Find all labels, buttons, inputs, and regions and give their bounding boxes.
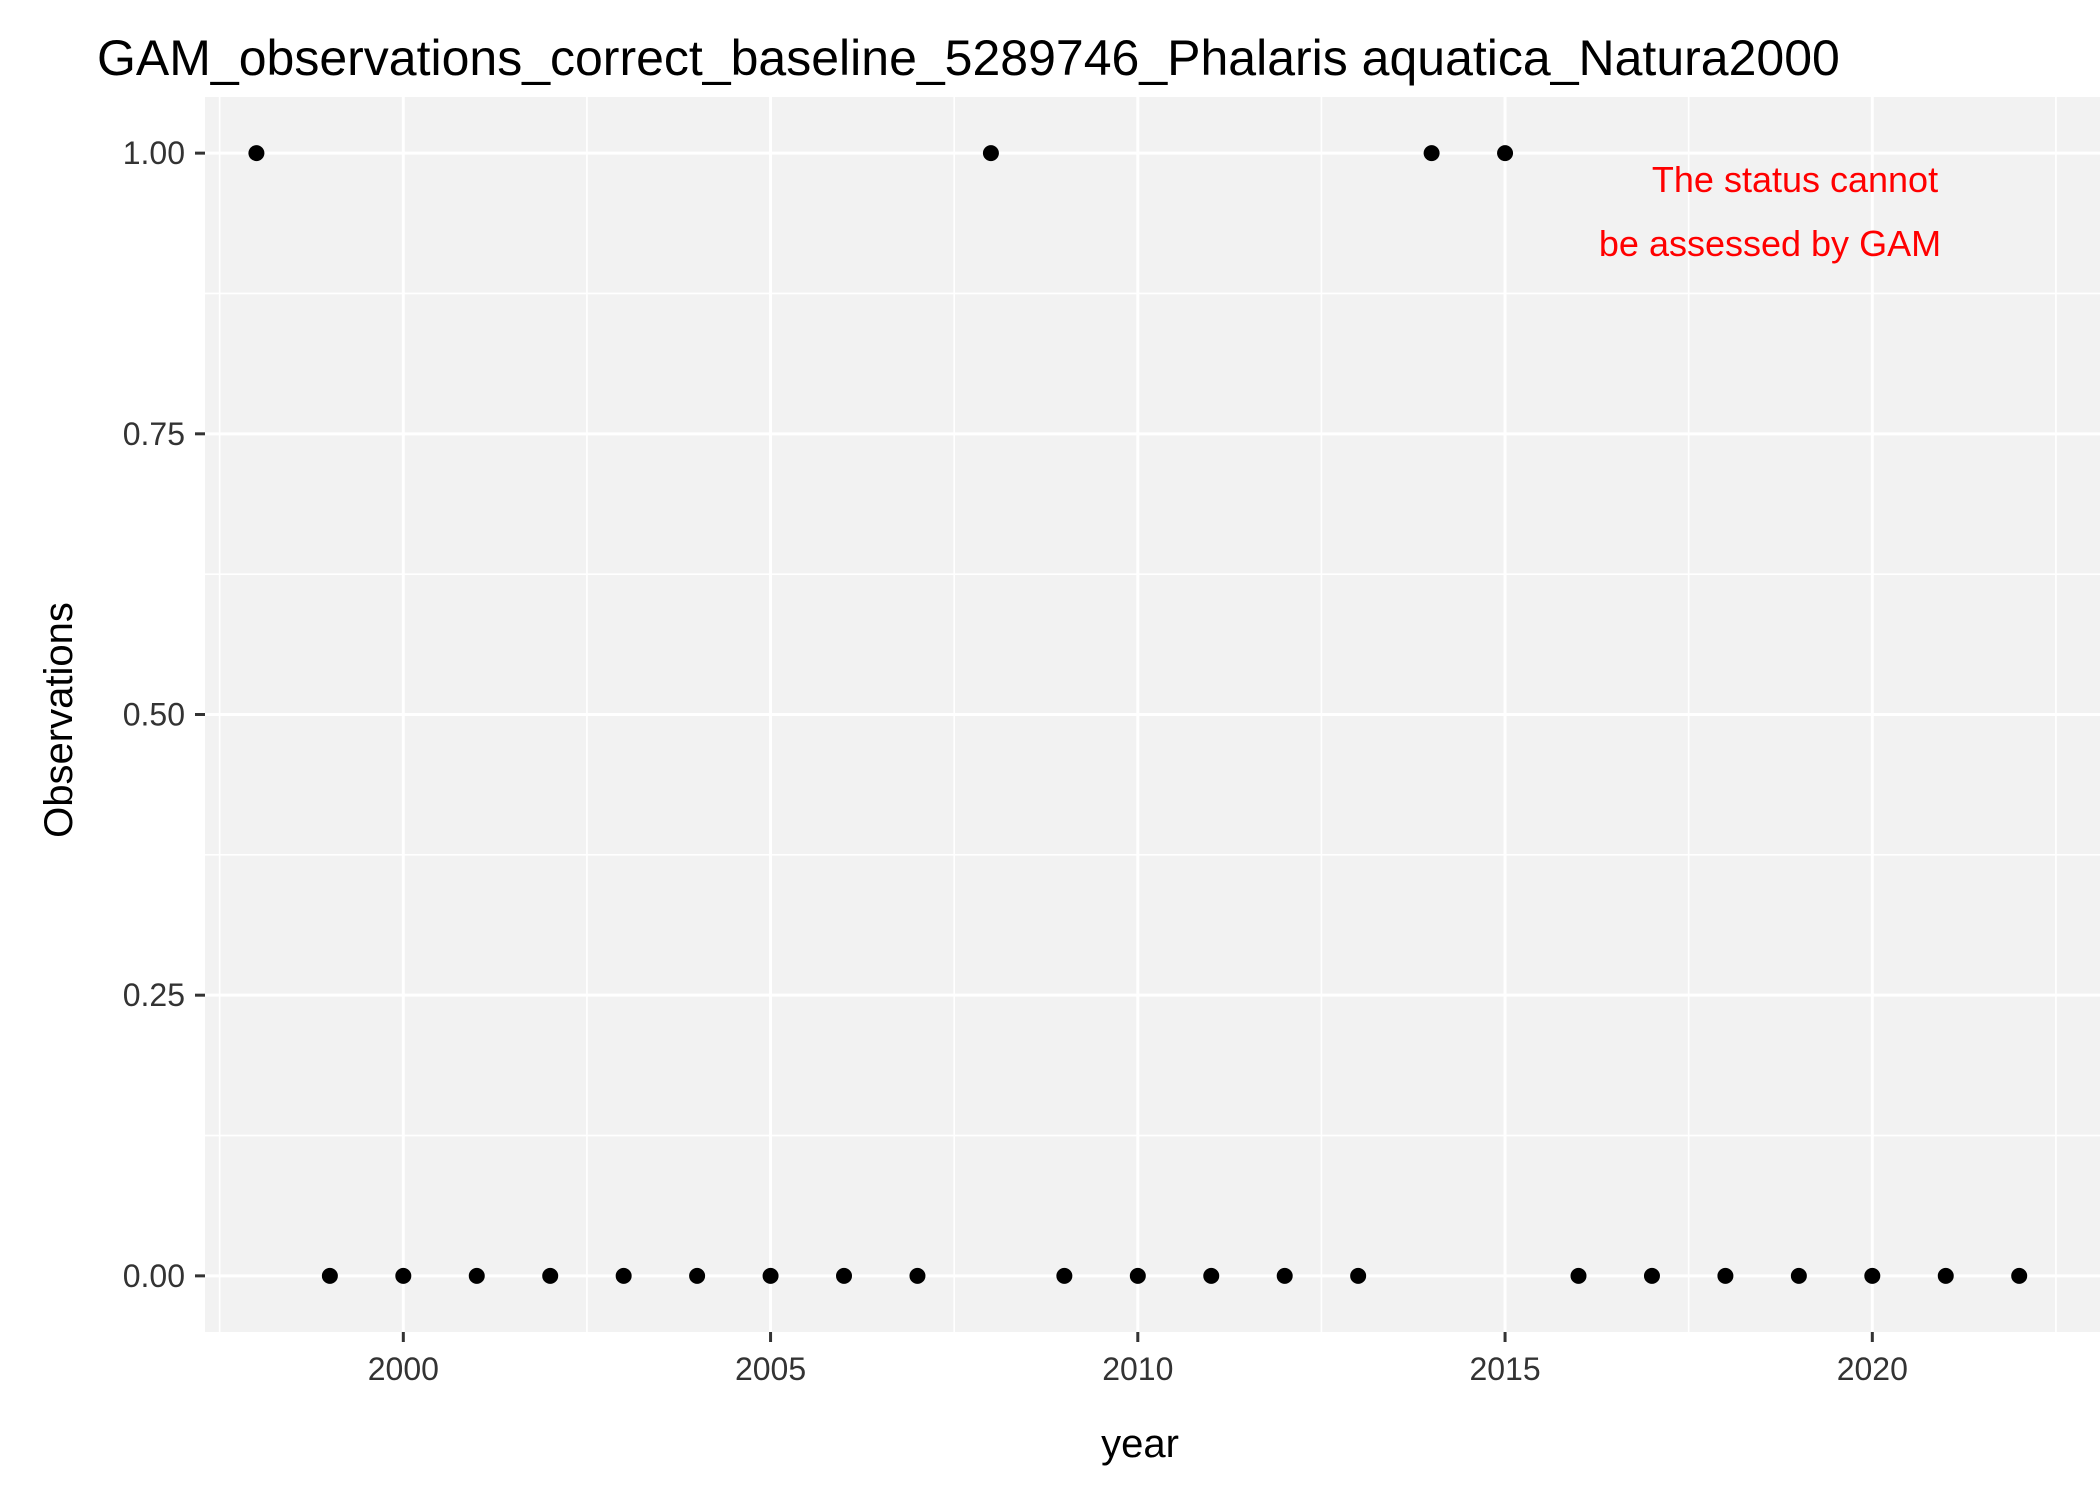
x-tick-label: 2005 bbox=[735, 1351, 806, 1387]
data-point bbox=[1276, 1267, 1293, 1284]
data-point bbox=[689, 1267, 706, 1284]
status-annotation: The status cannot be assessed by GAM bbox=[1599, 159, 1941, 264]
data-point bbox=[982, 145, 999, 162]
y-tick-label: 1.00 bbox=[123, 135, 185, 171]
data-point bbox=[1864, 1267, 1881, 1284]
data-point bbox=[1056, 1267, 1073, 1284]
data-point bbox=[2011, 1267, 2028, 1284]
data-point bbox=[1643, 1267, 1660, 1284]
x-tick-label: 2010 bbox=[1102, 1351, 1173, 1387]
y-axis-title: Observations bbox=[37, 602, 81, 838]
data-point bbox=[395, 1267, 412, 1284]
data-point bbox=[1497, 145, 1514, 162]
data-point bbox=[1350, 1267, 1367, 1284]
x-axis: 2000 2005 2010 2015 2020 bbox=[368, 1332, 1908, 1387]
x-tick-label: 2015 bbox=[1469, 1351, 1540, 1387]
y-tick-label: 0.75 bbox=[123, 416, 185, 452]
data-point bbox=[1937, 1267, 1954, 1284]
y-axis: 0.00 0.25 0.50 0.75 1.00 bbox=[123, 135, 205, 1294]
data-point bbox=[321, 1267, 338, 1284]
x-tick-label: 2000 bbox=[368, 1351, 439, 1387]
annotation-line-1: The status cannot bbox=[1652, 159, 1938, 200]
x-tick-label: 2020 bbox=[1837, 1351, 1908, 1387]
chart-title: GAM_observations_correct_baseline_528974… bbox=[97, 30, 1840, 86]
data-point bbox=[1790, 1267, 1807, 1284]
data-point bbox=[836, 1267, 853, 1284]
major-gridlines bbox=[205, 97, 2100, 1332]
data-point bbox=[1570, 1267, 1587, 1284]
data-point bbox=[909, 1267, 926, 1284]
annotation-line-2: be assessed by GAM bbox=[1599, 223, 1941, 264]
data-point bbox=[468, 1267, 485, 1284]
data-point bbox=[1129, 1267, 1146, 1284]
data-point bbox=[1717, 1267, 1734, 1284]
y-tick-label: 0.50 bbox=[123, 697, 185, 733]
y-tick-label: 0.00 bbox=[123, 1258, 185, 1294]
data-points bbox=[248, 145, 2028, 1284]
y-tick-label: 0.25 bbox=[123, 977, 185, 1013]
data-point bbox=[1423, 145, 1440, 162]
data-point bbox=[615, 1267, 632, 1284]
data-point bbox=[1203, 1267, 1220, 1284]
data-point bbox=[762, 1267, 779, 1284]
x-axis-title: year bbox=[1101, 1422, 1179, 1466]
data-point bbox=[248, 145, 265, 162]
data-point bbox=[542, 1267, 559, 1284]
